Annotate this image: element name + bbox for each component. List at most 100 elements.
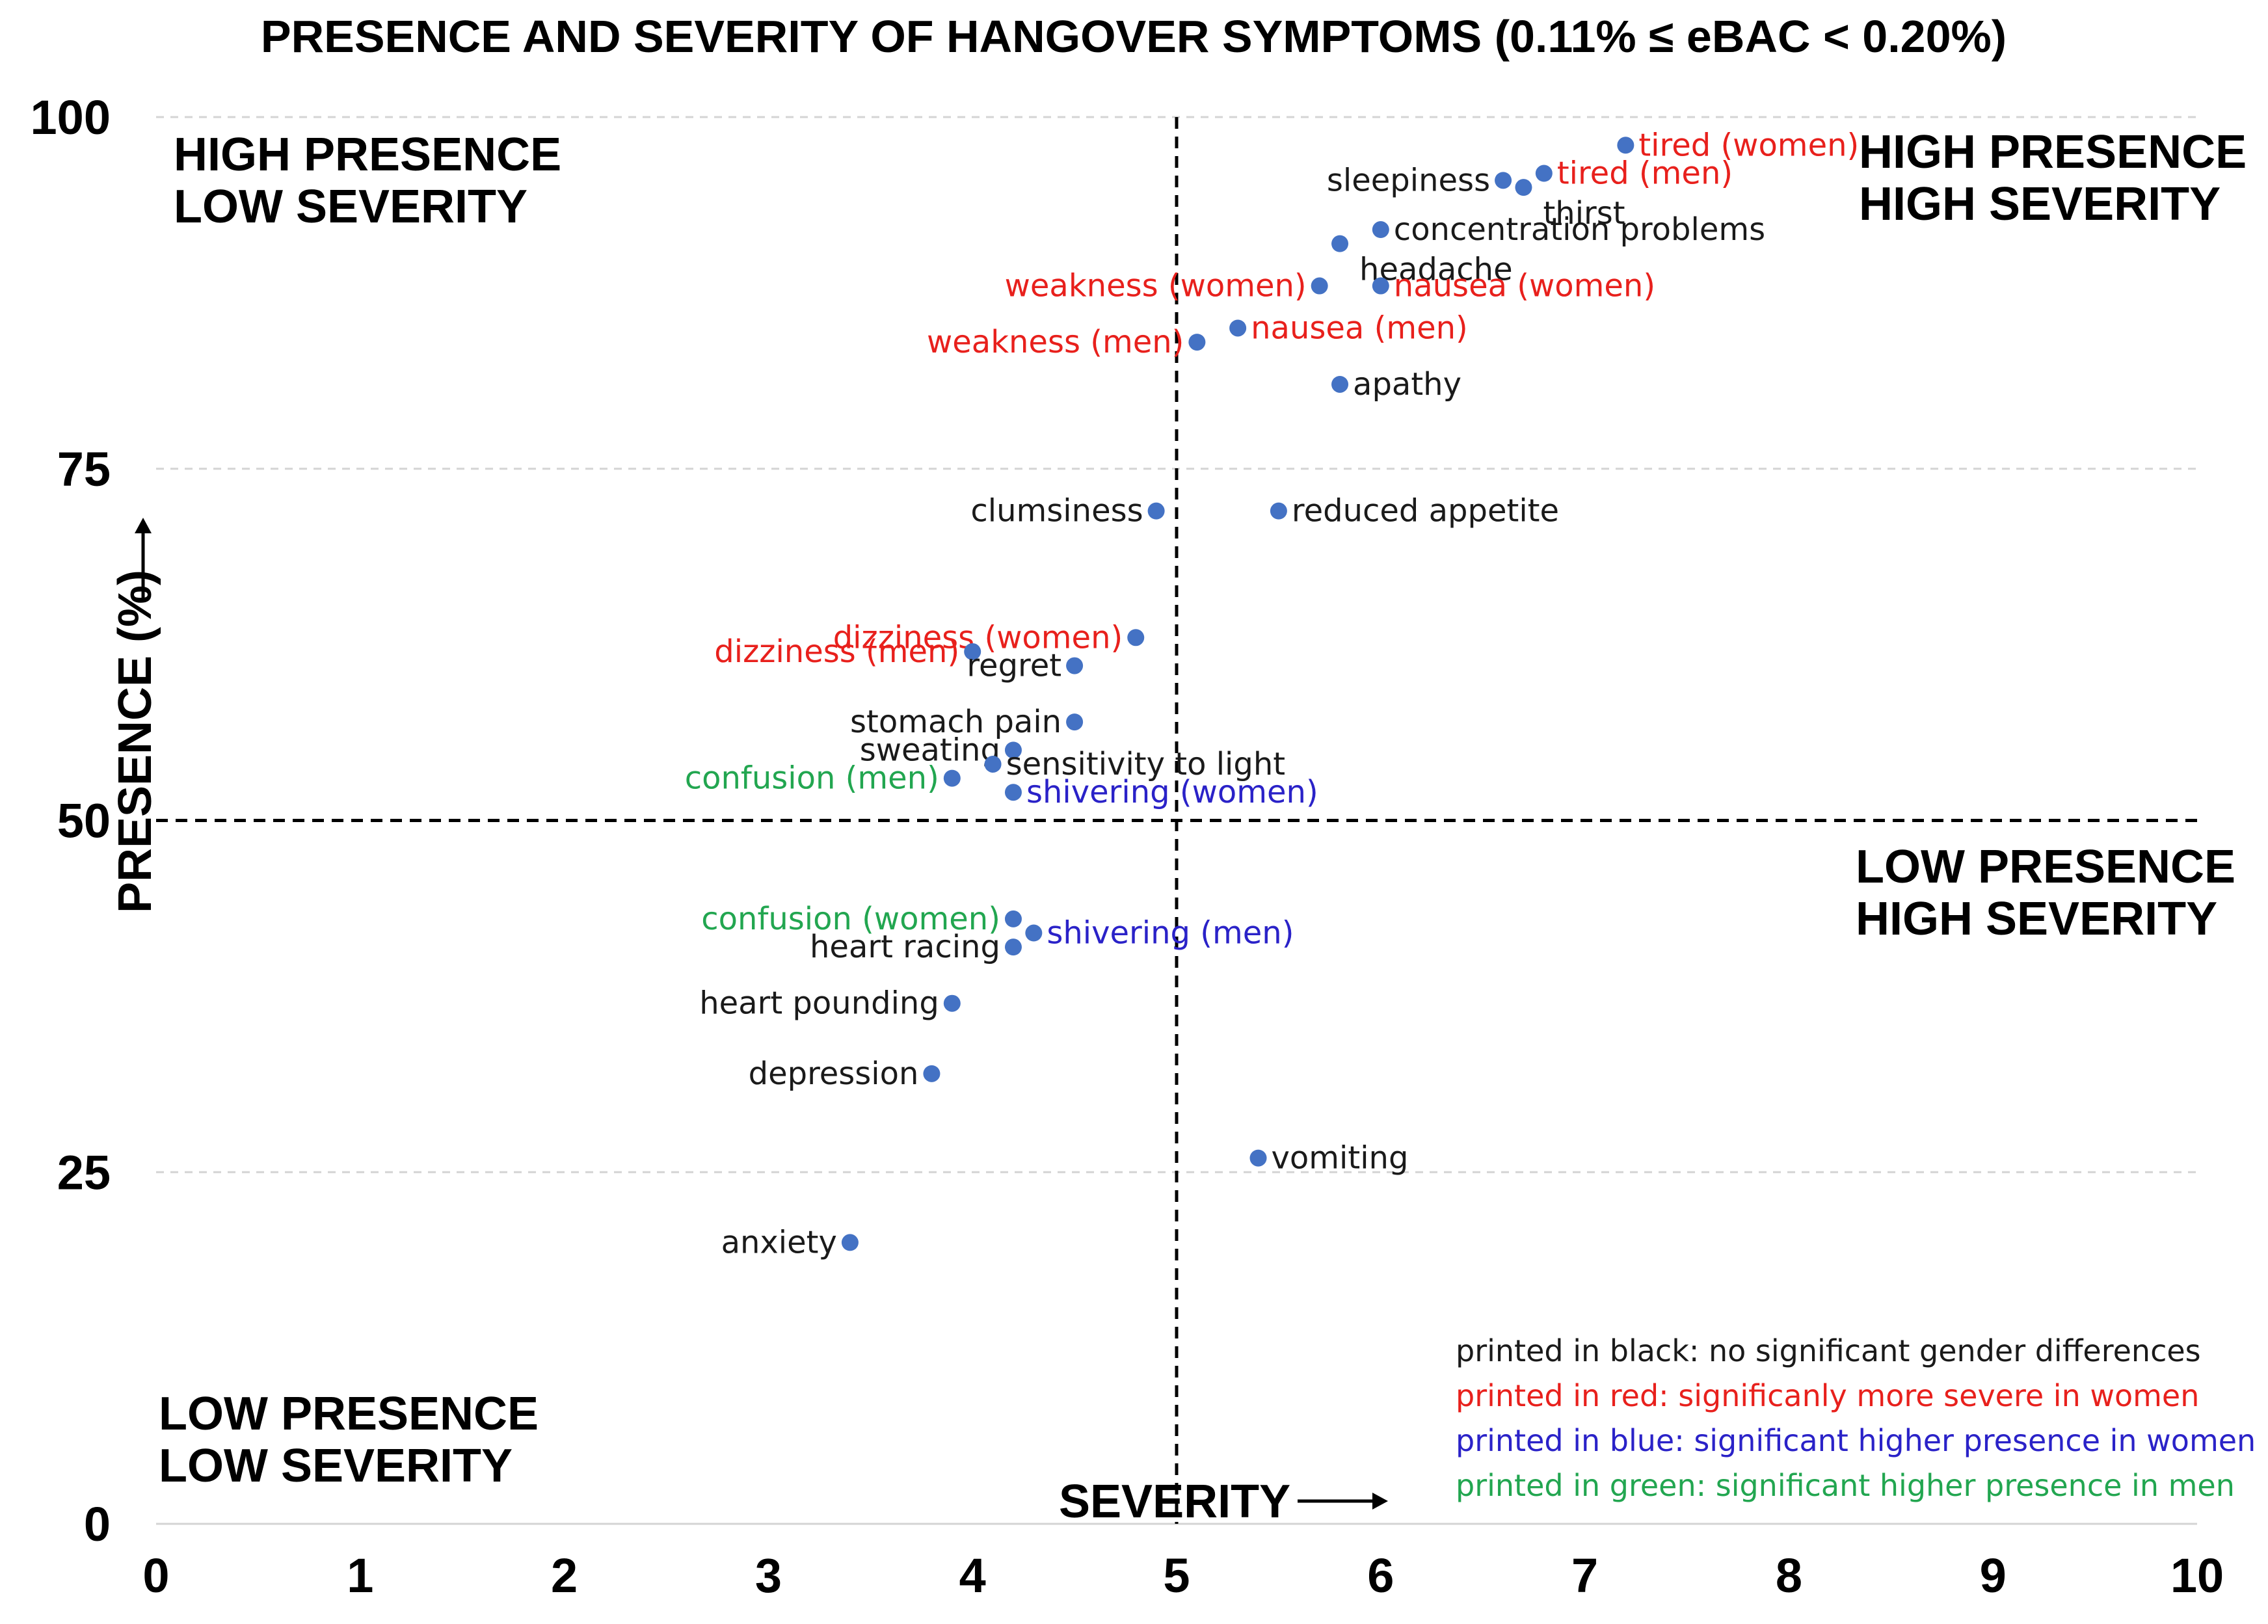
scatter-point: stomach pain: [850, 704, 1084, 740]
legend: printed in black: no significant gender …: [1456, 1333, 2256, 1503]
scatter-point: heart racing: [810, 929, 1022, 965]
point-label: sleepiness: [1327, 162, 1490, 198]
point-label: regret: [967, 648, 1061, 684]
scatter-marker: [1004, 938, 1022, 956]
point-label: vomiting: [1272, 1140, 1409, 1177]
scatter-point: apathy: [1331, 366, 1461, 403]
point-label: thirst: [1543, 195, 1625, 232]
scatter-point: vomiting: [1249, 1140, 1409, 1177]
point-label: reduced appetite: [1292, 493, 1559, 529]
scatter-point: thirst: [1515, 179, 1625, 232]
point-label: apathy: [1353, 366, 1461, 403]
scatter-point: nausea (men): [1229, 310, 1468, 346]
quadrant-top-right-line2: HIGH SEVERITY: [1859, 178, 2221, 230]
x-tick-label: 4: [959, 1549, 986, 1603]
x-tick-label: 6: [1367, 1549, 1394, 1603]
point-label: shivering (men): [1047, 915, 1294, 952]
scatter-marker: [1004, 784, 1022, 801]
x-tick-label: 7: [1571, 1549, 1598, 1603]
scatter-marker: [1066, 657, 1084, 674]
point-label: anxiety: [721, 1224, 837, 1260]
scatter-marker: [964, 643, 981, 660]
scatter-marker: [1188, 334, 1206, 351]
scatter-point: reduced appetite: [1270, 493, 1559, 529]
point-label: dizziness (men): [714, 633, 959, 670]
x-tick-label: 3: [755, 1549, 782, 1603]
y-tick-label: 0: [84, 1497, 111, 1551]
scatter-marker: [1495, 172, 1512, 189]
quadrant-bottom-left-line2: LOW SEVERITY: [159, 1440, 513, 1492]
y-tick-label: 100: [31, 90, 111, 144]
scatter-marker: [1270, 502, 1287, 520]
point-label: sensitivity to light: [1006, 746, 1286, 782]
scatter-point: concentration problems: [1372, 211, 1765, 248]
scatter-marker: [1127, 629, 1145, 646]
scatter-marker: [1249, 1149, 1267, 1167]
scatter-marker: [1229, 319, 1247, 337]
scatter-marker: [1331, 375, 1349, 393]
point-label: stomach pain: [850, 704, 1061, 740]
scatter-point: tired (men): [1535, 155, 1733, 192]
y-axis-arrow: [135, 518, 152, 598]
y-tick-label: 25: [57, 1145, 111, 1199]
scatter-marker: [923, 1065, 941, 1082]
quadrant-top-left-line1: HIGH PRESENCE: [174, 129, 561, 181]
y-axis-title: PRESENCE (%): [109, 570, 161, 913]
scatter-point: anxiety: [721, 1224, 859, 1260]
scatter-marker: [1372, 221, 1389, 239]
quadrant-top-right-line1: HIGH PRESENCE: [1859, 126, 2247, 178]
x-axis-arrow: [1298, 1493, 1388, 1510]
point-label: depression: [749, 1056, 919, 1092]
scatter-marker: [1025, 924, 1043, 942]
x-tick-label: 2: [551, 1549, 578, 1603]
x-tick-label: 0: [142, 1549, 169, 1603]
scatter-marker: [1331, 235, 1349, 252]
quadrant-top-left-line2: LOW SEVERITY: [174, 181, 527, 233]
scatter-marker: [1535, 165, 1553, 182]
point-label: confusion (women): [701, 901, 1000, 937]
scatter-marker: [984, 755, 1002, 773]
scatter-point: tired (women): [1617, 127, 1859, 163]
scatter-marker: [943, 994, 961, 1012]
scatter-point: regret: [967, 648, 1084, 684]
scatter-marker: [943, 769, 961, 787]
scatter-point: sleepiness: [1327, 162, 1512, 198]
data-points: tired (women)tired (men) sleepiness thirst…: [685, 127, 1859, 1260]
scatter-point: dizziness (men): [714, 633, 981, 670]
scatter-marker: [1617, 137, 1634, 154]
scatter-marker: [841, 1234, 859, 1251]
x-tick-label: 10: [2170, 1549, 2224, 1603]
legend-item-blue: printed in blue: significant higher pres…: [1456, 1423, 2256, 1458]
point-label: tired (men): [1557, 155, 1733, 192]
x-tick-label: 8: [1776, 1549, 1802, 1603]
point-label: confusion (men): [685, 760, 939, 797]
chart-title: PRESENCE AND SEVERITY OF HANGOVER SYMPTO…: [261, 11, 2007, 62]
point-label: weakness (men): [927, 324, 1184, 360]
x-tick-label: 9: [1980, 1549, 2007, 1603]
legend-item-black: printed in black: no significant gender …: [1456, 1333, 2201, 1368]
point-label: sweating: [860, 732, 1000, 768]
scatter-point: confusion (women): [701, 901, 1022, 937]
quadrant-bottom-right-line2: HIGH SEVERITY: [1856, 893, 2217, 945]
scatter-point: weakness (men): [927, 324, 1206, 360]
point-label: tired (women): [1638, 127, 1859, 163]
quadrant-bottom-right-line1: LOW PRESENCE: [1856, 841, 2235, 893]
x-axis-title: SEVERITY: [1059, 1476, 1290, 1528]
point-label: nausea (women): [1394, 268, 1655, 304]
point-label: concentration problems: [1394, 211, 1765, 248]
point-label: weakness (women): [1005, 268, 1307, 304]
scatter-marker: [1004, 741, 1022, 759]
scatter-marker: [1372, 277, 1389, 295]
scatter-marker: [1066, 713, 1084, 731]
quadrant-bottom-left-line1: LOW PRESENCE: [159, 1388, 539, 1440]
scatter-point: clumsiness: [970, 493, 1165, 529]
scatter-point: depression: [749, 1056, 941, 1092]
scatter-point: nausea (women): [1372, 268, 1655, 304]
scatter-point: sensitivity to light: [984, 746, 1286, 782]
legend-item-green: printed in green: significant higher pre…: [1456, 1468, 2235, 1503]
point-label: heart pounding: [699, 985, 939, 1022]
scatter-point: confusion (men): [685, 760, 961, 797]
quadrant-labels: HIGH PRESENCE LOW SEVERITY HIGH PRESENCE…: [159, 126, 2247, 1492]
